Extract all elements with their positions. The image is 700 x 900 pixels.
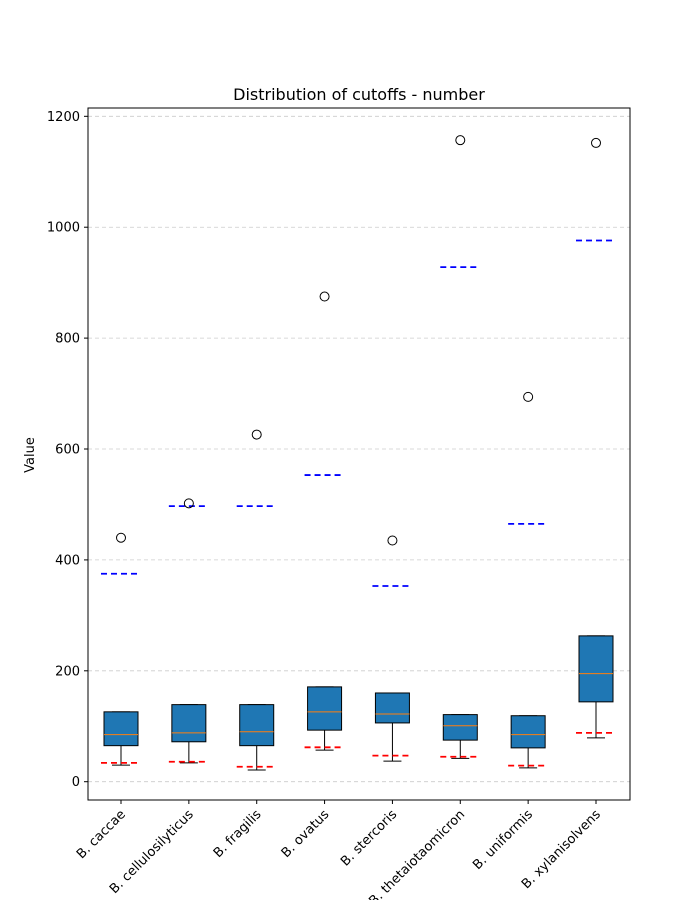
box — [374, 692, 410, 724]
box-marks — [101, 135, 616, 771]
x-tick-label: B. fragilis — [211, 807, 265, 861]
x-tick-label: B. caccae — [74, 807, 129, 862]
y-axis-label: Value — [23, 437, 38, 473]
outlier-point — [251, 429, 262, 440]
grid-lines — [88, 115, 630, 783]
box — [103, 711, 139, 747]
y-tick-label: 800 — [55, 332, 80, 347]
box — [578, 635, 614, 703]
box — [442, 714, 478, 741]
x-tick-label: B. stercoris — [338, 807, 400, 869]
box — [239, 704, 275, 747]
outlier-point — [387, 535, 398, 546]
y-tick-label: 600 — [55, 443, 80, 458]
outlier-point — [523, 391, 534, 402]
box — [510, 715, 546, 749]
outlier-point — [183, 498, 194, 509]
y-tick-label: 200 — [55, 664, 80, 679]
chart-title: Distribution of cutoffs - number — [233, 85, 485, 104]
y-tick-label: 0 — [72, 775, 80, 790]
plot-frame — [87, 107, 631, 801]
outlier-point — [455, 135, 466, 146]
y-tick-label: 400 — [55, 553, 80, 568]
y-tick-label: 1000 — [47, 221, 80, 236]
x-tick-label: B. ovatus — [279, 807, 333, 861]
y-tick-label: 1200 — [47, 110, 80, 125]
box — [307, 686, 343, 731]
x-tick-label: B. uniformis — [470, 807, 536, 873]
outlier-point — [116, 532, 126, 543]
outlier-point — [591, 137, 601, 148]
box — [171, 704, 207, 743]
outlier-point — [319, 291, 330, 302]
